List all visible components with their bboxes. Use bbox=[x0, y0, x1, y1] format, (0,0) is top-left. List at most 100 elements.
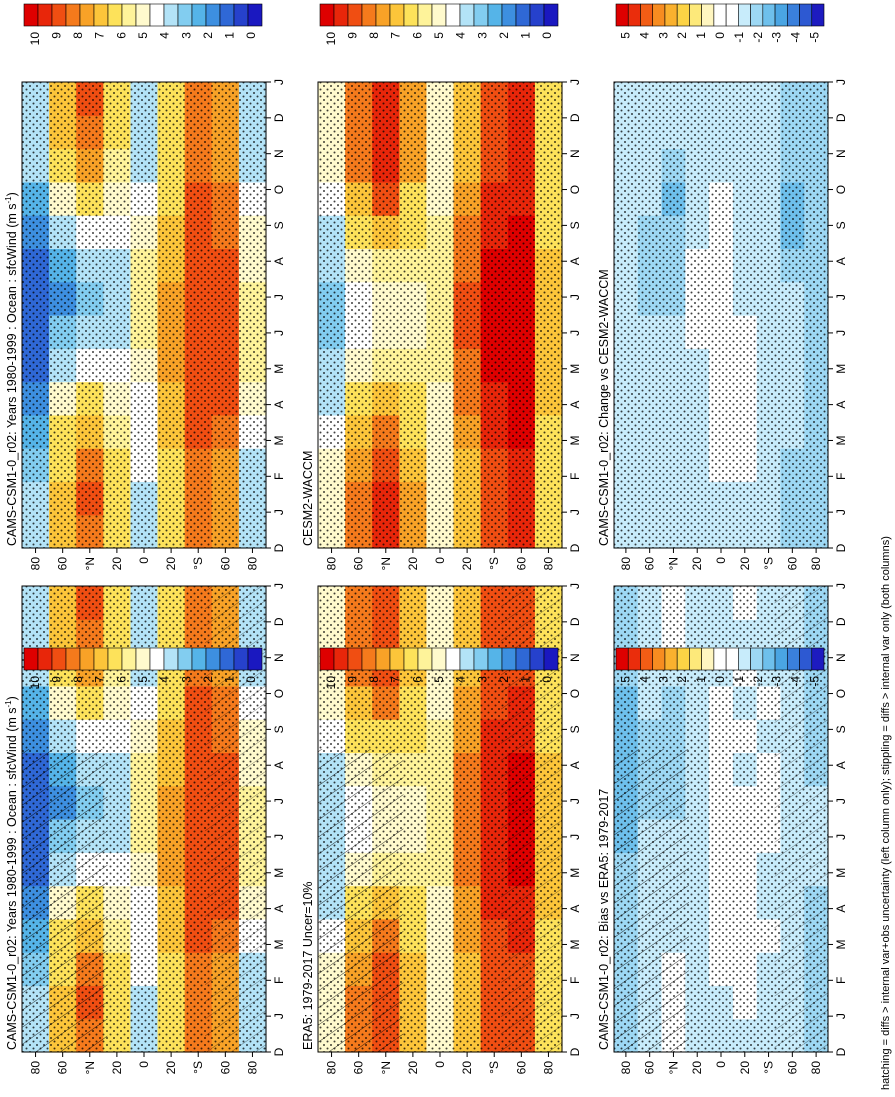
month-tick-label: F bbox=[272, 977, 286, 984]
colorbar-label: -5 bbox=[808, 32, 822, 43]
month-tick-label: N bbox=[568, 149, 582, 158]
month-tick-label: D bbox=[568, 543, 582, 552]
colorbar-swatch bbox=[473, 3, 489, 27]
colorbar-swatch bbox=[93, 647, 109, 671]
colorbar-swatch bbox=[529, 3, 545, 27]
colorbar-swatch bbox=[233, 3, 249, 27]
month-tick-label: S bbox=[834, 725, 848, 733]
month-tick-label: A bbox=[272, 401, 286, 409]
lat-tick-label: 60 bbox=[56, 1061, 70, 1075]
colorbar-label: 1 bbox=[223, 32, 237, 39]
lat-tick-label: 60 bbox=[56, 557, 70, 571]
month-tick-label: O bbox=[568, 185, 582, 194]
colorbar-label: 0 bbox=[713, 32, 727, 39]
lat-tick-label: 0 bbox=[433, 557, 447, 564]
month-tick-label: D bbox=[834, 543, 848, 552]
month-tick-label: J bbox=[272, 1013, 286, 1019]
month-tick-label: N bbox=[834, 653, 848, 662]
month-tick-label: A bbox=[834, 401, 848, 409]
month-tick-label: D bbox=[834, 1047, 848, 1056]
month-tick-label: A bbox=[272, 905, 286, 913]
lat-tick-label: 20 bbox=[406, 1061, 420, 1075]
month-tick-label: M bbox=[568, 939, 582, 949]
month-tick-label: J bbox=[834, 509, 848, 515]
month-tick-label: M bbox=[834, 435, 848, 445]
lat-tick-label: °S bbox=[191, 557, 205, 570]
colorbar-swatch bbox=[191, 3, 207, 27]
colorbar-label: 5 bbox=[432, 32, 446, 39]
month-tick-label: M bbox=[272, 939, 286, 949]
colorbar-label: 7 bbox=[389, 32, 403, 39]
month-tick-label: A bbox=[568, 257, 582, 265]
month-tick-label: M bbox=[834, 939, 848, 949]
colorbar-swatch bbox=[107, 3, 123, 27]
colorbar-label: 1 bbox=[519, 32, 533, 39]
colorbar-swatch bbox=[37, 3, 53, 27]
colorbar-label: 3 bbox=[656, 676, 670, 683]
colorbar-label: 4 bbox=[637, 32, 651, 39]
colorbar-label: 2 bbox=[497, 32, 511, 39]
colorbar-swatch bbox=[725, 3, 739, 27]
colorbar-label: -2 bbox=[751, 32, 765, 43]
colorbar-swatch bbox=[163, 3, 179, 27]
month-tick-label: J bbox=[834, 330, 848, 336]
colorbar-swatch bbox=[664, 647, 678, 671]
colorbar-swatch bbox=[501, 647, 517, 671]
colorbar-swatch bbox=[725, 647, 739, 671]
lat-tick-label: 80 bbox=[541, 1061, 555, 1075]
colorbar-label: 0 bbox=[540, 32, 554, 39]
colorbar-label: 8 bbox=[71, 676, 85, 683]
colorbar-label: 5 bbox=[136, 32, 150, 39]
month-tick-label: D bbox=[834, 617, 848, 626]
colorbar-label: 3 bbox=[475, 32, 489, 39]
colorbar-swatch bbox=[375, 647, 391, 671]
colorbar-label: 2 bbox=[497, 676, 511, 683]
month-tick-label: N bbox=[272, 653, 286, 662]
lat-tick-label: °N bbox=[83, 1061, 97, 1074]
colorbar-swatch bbox=[79, 647, 95, 671]
month-tick-label: J bbox=[568, 1013, 582, 1019]
colorbar-swatch bbox=[417, 3, 433, 27]
colorbar-label: 2 bbox=[201, 676, 215, 683]
colorbar-swatch bbox=[713, 3, 727, 27]
month-tick-label: J bbox=[568, 79, 582, 85]
colorbar-swatch bbox=[701, 3, 715, 27]
colorbar-label: 8 bbox=[71, 32, 85, 39]
colorbar-swatch bbox=[487, 647, 503, 671]
lat-tick-label: 80 bbox=[325, 1061, 339, 1075]
lat-tick-label: 20 bbox=[110, 557, 124, 571]
colorbar-label: 10 bbox=[324, 676, 338, 690]
month-tick-label: M bbox=[568, 868, 582, 878]
month-tick-label: A bbox=[834, 257, 848, 265]
month-tick-label: A bbox=[272, 761, 286, 769]
colorbar-label: 3 bbox=[656, 32, 670, 39]
lat-tick-label: 80 bbox=[809, 1061, 823, 1075]
colorbar-label: 9 bbox=[49, 32, 63, 39]
colorbar-swatch bbox=[487, 3, 503, 27]
month-tick-label: J bbox=[834, 294, 848, 300]
month-tick-label: D bbox=[272, 113, 286, 122]
colorbar-label: 4 bbox=[158, 676, 172, 683]
month-tick-label: M bbox=[272, 435, 286, 445]
month-tick-label: D bbox=[834, 113, 848, 122]
colorbar-swatch bbox=[177, 3, 193, 27]
colorbar-swatch bbox=[615, 647, 629, 671]
lat-tick-label: 20 bbox=[738, 557, 752, 571]
colorbar-label: 2 bbox=[675, 676, 689, 683]
month-tick-label: J bbox=[272, 583, 286, 589]
colorbar-swatch bbox=[51, 3, 67, 27]
footnote: hatching = diffs > internal var+obs unce… bbox=[880, 536, 892, 1090]
lat-tick-label: 80 bbox=[619, 557, 633, 571]
colorbar-label: -4 bbox=[789, 676, 803, 687]
colorbar-label: -2 bbox=[751, 676, 765, 687]
colorbar-label: 6 bbox=[114, 676, 128, 683]
lat-tick-label: 0 bbox=[714, 557, 728, 564]
lat-tick-label: 60 bbox=[218, 1061, 232, 1075]
month-tick-label: J bbox=[272, 294, 286, 300]
colorbar-label: 6 bbox=[410, 676, 424, 683]
month-tick-label: M bbox=[568, 435, 582, 445]
colorbar-swatch bbox=[65, 3, 81, 27]
